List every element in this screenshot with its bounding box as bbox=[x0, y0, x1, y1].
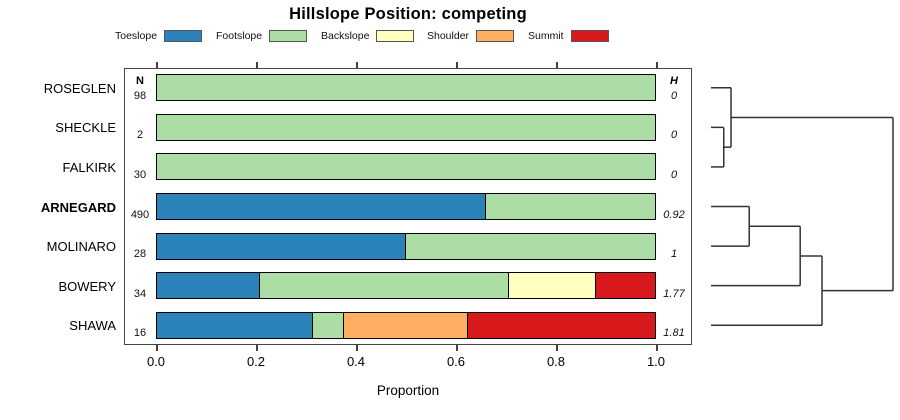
h-value: 0 bbox=[670, 168, 678, 181]
x-tick-label: 1.0 bbox=[646, 354, 666, 369]
plot-area bbox=[124, 68, 692, 345]
row-label-shawa: SHAWA bbox=[69, 318, 116, 334]
x-tick bbox=[156, 62, 158, 68]
row-label-bowery: BOWERY bbox=[58, 278, 116, 294]
x-tick bbox=[356, 62, 358, 68]
bar-segment-footslope bbox=[259, 273, 509, 299]
h-value: 1 bbox=[670, 248, 678, 261]
legend-item-summit: Summit bbox=[528, 27, 609, 45]
legend-swatch-toeslope bbox=[164, 30, 203, 42]
bar-segment-toeslope bbox=[157, 233, 406, 259]
legend-label: Footslope bbox=[216, 30, 263, 42]
legend-label: Shoulder bbox=[427, 30, 470, 42]
bar-segment-summit bbox=[596, 273, 655, 299]
n-value: 30 bbox=[133, 168, 147, 181]
x-tick-label: 0.6 bbox=[446, 354, 466, 369]
legend-swatch-footslope bbox=[269, 30, 308, 42]
row-label-falkirk: FALKIRK bbox=[62, 159, 116, 175]
n-value: 2 bbox=[136, 129, 144, 142]
x-axis-label: Proportion bbox=[376, 383, 440, 398]
bar-segment-footslope bbox=[157, 114, 655, 140]
x-tick bbox=[556, 345, 558, 351]
h-column-header: H bbox=[670, 75, 678, 87]
bar-segment-footslope bbox=[157, 154, 655, 180]
x-tick bbox=[456, 345, 458, 351]
n-column-header: N bbox=[136, 75, 144, 87]
bar-segment-footslope bbox=[485, 194, 655, 219]
legend-swatch-backslope bbox=[376, 30, 415, 42]
n-value: 98 bbox=[133, 89, 147, 102]
bar-segment-footslope bbox=[312, 312, 344, 338]
row-label-sheckle: SHECKLE bbox=[55, 120, 116, 136]
bar-segment-shoulder bbox=[343, 312, 469, 338]
bar-segment-backslope bbox=[508, 273, 597, 299]
x-tick-label: 0.2 bbox=[246, 354, 266, 369]
bar-row-roseglen bbox=[156, 74, 656, 102]
row-label-arnegard: ARNEGARD bbox=[40, 199, 116, 215]
n-value: 28 bbox=[133, 248, 147, 261]
h-value: 0.92 bbox=[663, 208, 685, 221]
n-value: 490 bbox=[130, 208, 150, 221]
x-tick bbox=[256, 62, 258, 68]
bar-row-falkirk bbox=[156, 153, 656, 181]
legend: Toeslope Footslope Backslope Shoulder Summit bbox=[110, 27, 610, 45]
bar-row-molinaro bbox=[156, 232, 656, 260]
row-label-molinaro: MOLINARO bbox=[46, 239, 116, 255]
legend-swatch-summit bbox=[570, 30, 609, 42]
x-tick bbox=[556, 62, 558, 68]
h-value: 1.81 bbox=[663, 327, 685, 340]
x-tick-label: 0.8 bbox=[546, 354, 566, 369]
legend-swatch-shoulder bbox=[476, 30, 515, 42]
x-tick bbox=[456, 62, 458, 68]
bar-segment-toeslope bbox=[157, 312, 313, 338]
h-value: 0 bbox=[670, 129, 678, 142]
legend-item-toeslope: Toeslope bbox=[115, 27, 203, 45]
bar-row-bowery bbox=[156, 272, 656, 300]
x-tick bbox=[656, 62, 658, 68]
bar-segment-toeslope bbox=[157, 273, 260, 299]
bar-row-sheckle bbox=[156, 113, 656, 141]
bar-segment-footslope bbox=[157, 75, 655, 101]
legend-label: Summit bbox=[528, 30, 564, 42]
x-tick bbox=[156, 345, 158, 351]
row-label-roseglen: ROSEGLEN bbox=[43, 80, 116, 96]
bar-segment-summit bbox=[468, 312, 655, 338]
h-value: 0 bbox=[670, 89, 678, 102]
x-tick bbox=[256, 345, 258, 351]
n-value: 16 bbox=[133, 327, 147, 340]
x-tick-label: 0.0 bbox=[146, 354, 166, 369]
legend-item-shoulder: Shoulder bbox=[427, 27, 515, 45]
legend-label: Backslope bbox=[321, 30, 370, 42]
bar-row-shawa bbox=[156, 311, 656, 339]
x-tick bbox=[656, 345, 658, 351]
bar-row-arnegard bbox=[156, 193, 656, 220]
chart-title: Hillslope Position: competing bbox=[289, 5, 527, 23]
legend-item-backslope: Backslope bbox=[321, 27, 415, 45]
h-value: 1.77 bbox=[663, 287, 685, 300]
legend-item-footslope: Footslope bbox=[216, 27, 308, 45]
bar-segment-toeslope bbox=[157, 194, 486, 219]
x-tick bbox=[356, 345, 358, 351]
x-tick-label: 0.4 bbox=[346, 354, 366, 369]
n-value: 34 bbox=[133, 287, 147, 300]
bar-segment-footslope bbox=[406, 233, 655, 259]
legend-label: Toeslope bbox=[115, 30, 158, 42]
